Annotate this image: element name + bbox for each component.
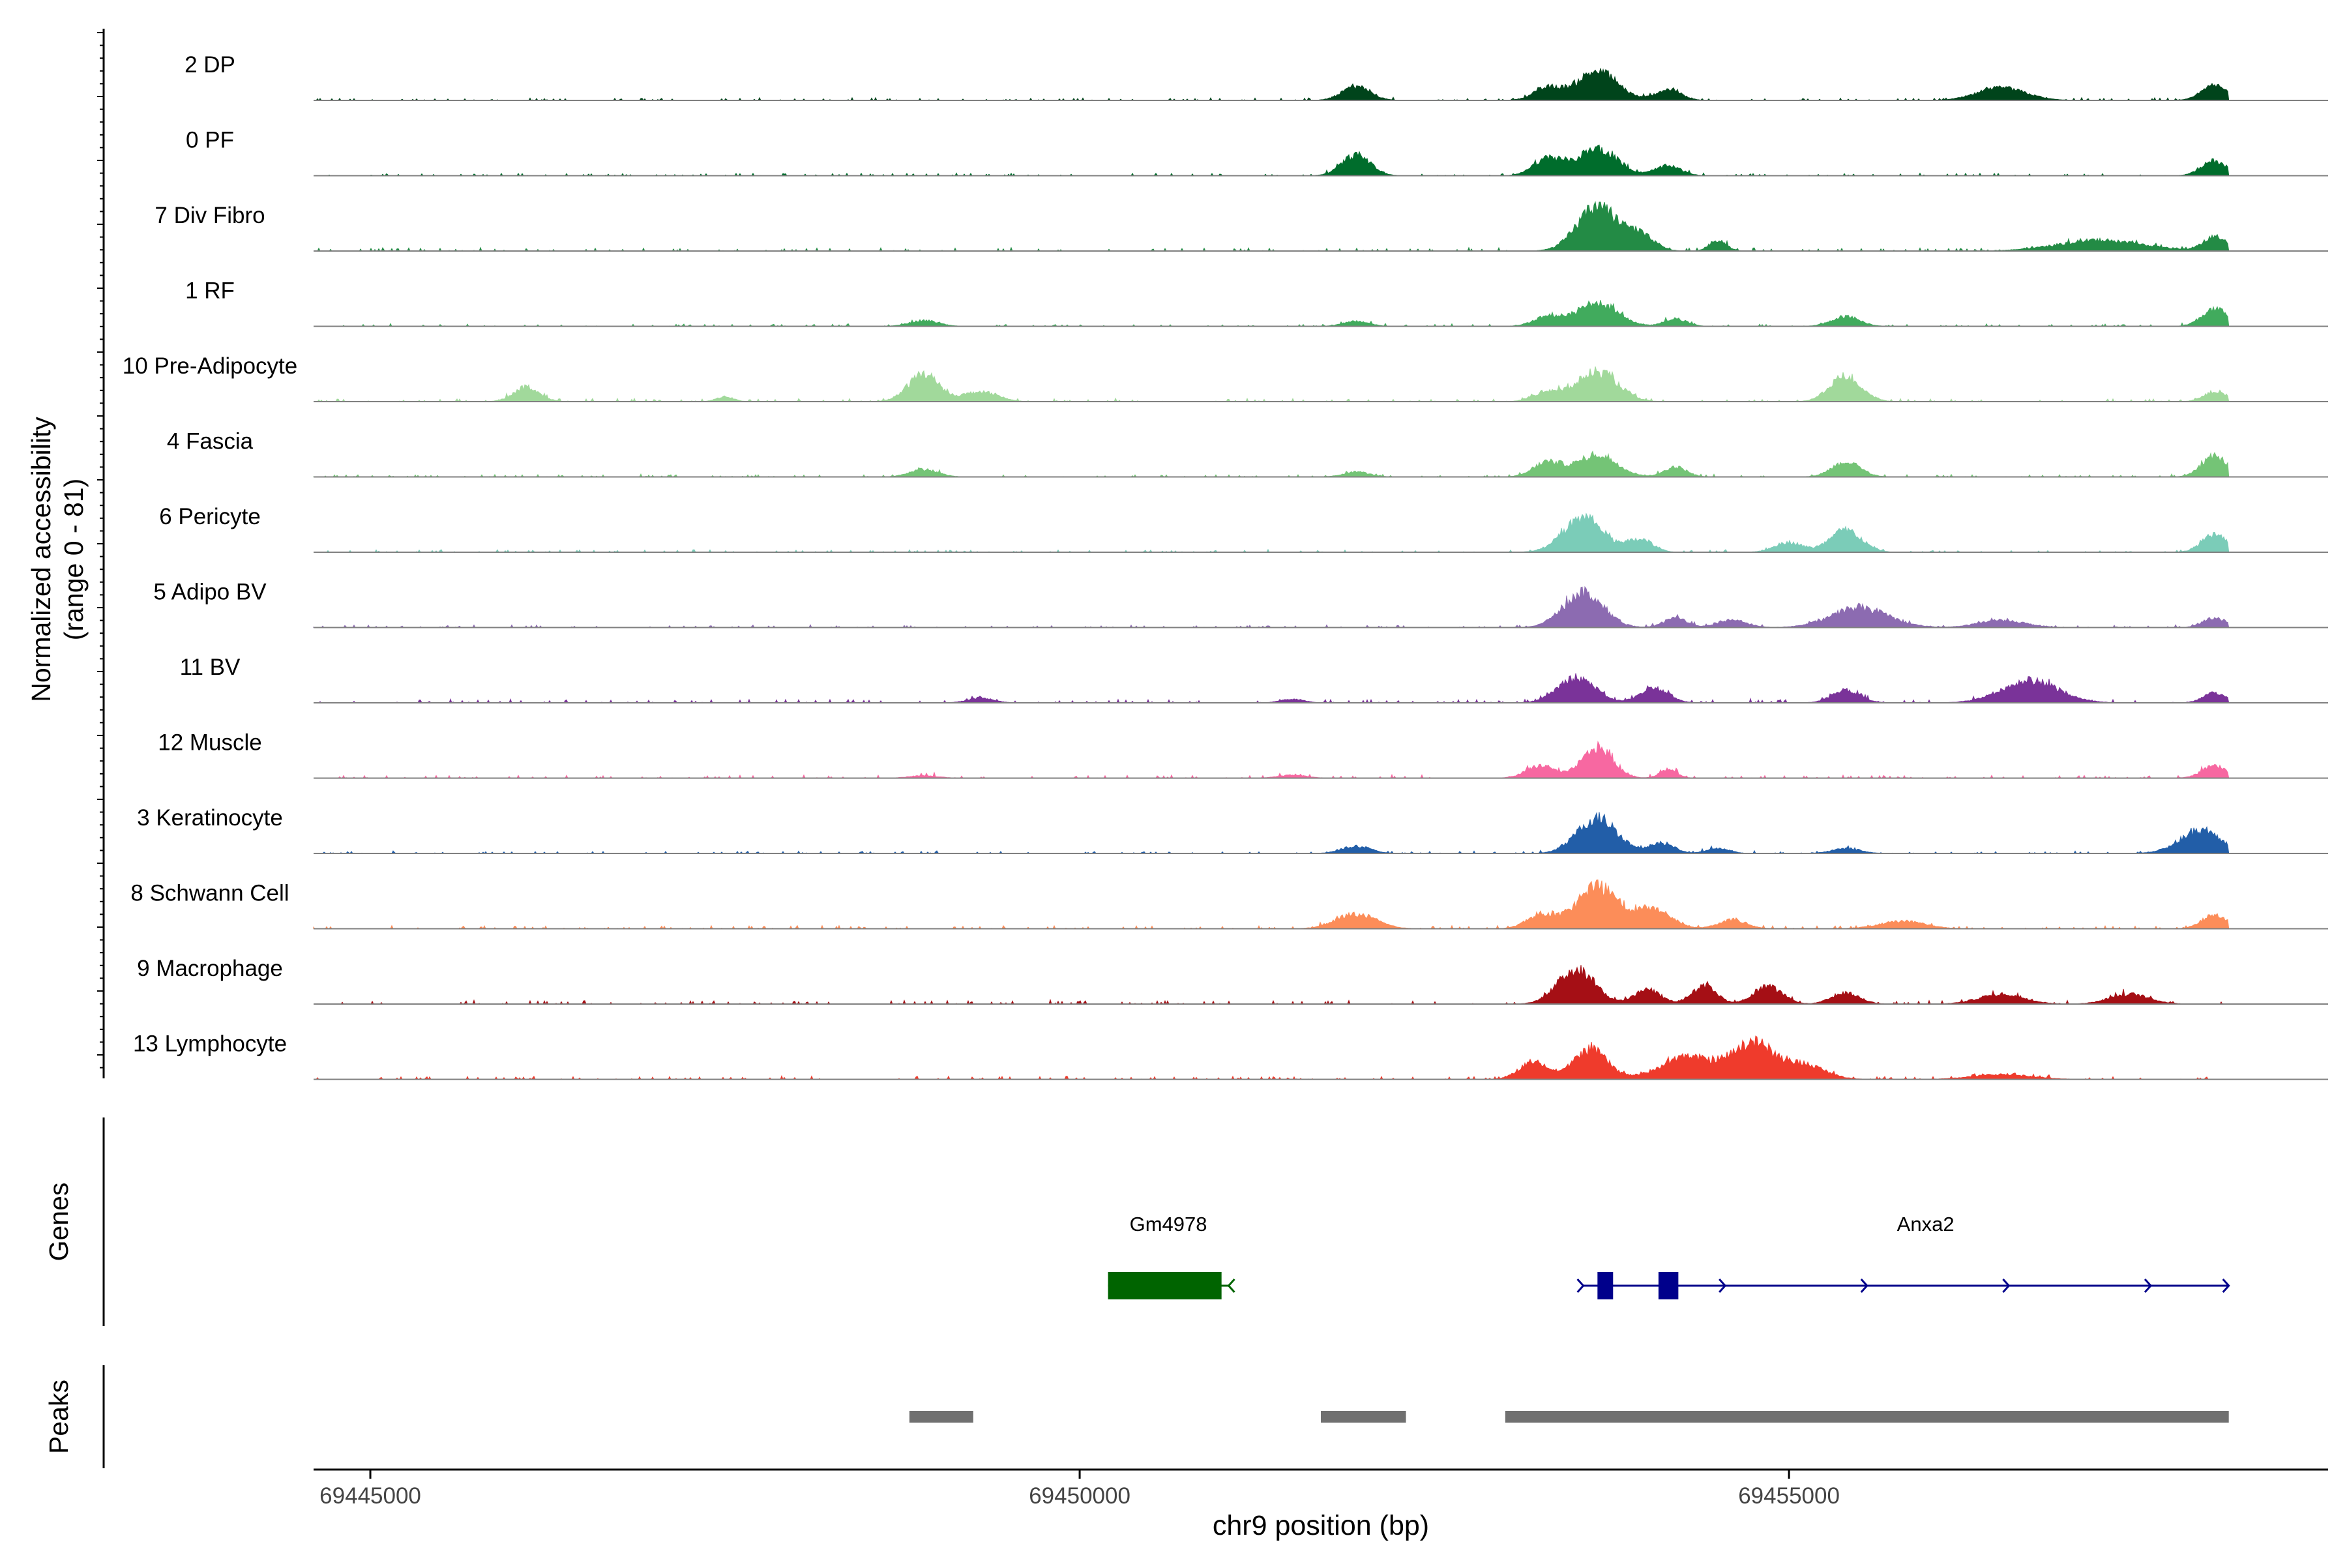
gene-strand-arrow (1860, 1278, 1868, 1294)
track-label: 7 Div Fibro (155, 203, 265, 228)
track-label: 9 Macrophage (137, 956, 283, 981)
track-coverage-area (314, 300, 2230, 327)
track-coverage-area (314, 366, 2230, 403)
track-coverage-area (314, 812, 2230, 854)
track-10-pre-adipocyte: 10 Pre-Adipocyte (123, 353, 2328, 403)
track-13-lymphocyte: 13 Lymphocyte (133, 1031, 2328, 1080)
track-label: 6 Pericyte (159, 504, 261, 529)
peaks-panel: Peaks (44, 1365, 2229, 1468)
track-5-adipo-bv: 5 Adipo BV (153, 580, 2328, 629)
peak-region (909, 1411, 973, 1423)
track-coverage-area (313, 585, 2230, 629)
y-axis-label-line2: (range 0 - 81) (59, 479, 89, 640)
gene-label: Gm4978 (1130, 1213, 1207, 1235)
x-axis-label: chr9 position (bp) (1213, 1510, 1429, 1541)
track-coverage-area (314, 1035, 2229, 1080)
track-label: 4 Fascia (167, 429, 254, 454)
x-tick-label: 69445000 (319, 1483, 421, 1509)
track-8-schwann-cell: 8 Schwann Cell (130, 879, 2328, 930)
track-label: 3 Keratinocyte (137, 805, 283, 831)
genes-panel: Genes Gm4978 Anxa2 (44, 1117, 2230, 1326)
track-label: 13 Lymphocyte (133, 1031, 287, 1057)
track-coverage-area (314, 512, 2230, 553)
peak-region (1505, 1411, 2229, 1423)
track-label: 2 DP (185, 52, 235, 78)
peak-region (1321, 1411, 1406, 1423)
y-axis-ticks (97, 32, 104, 1069)
gene-gm4978: Gm4978 (1108, 1213, 1235, 1299)
gene-exon (1658, 1272, 1679, 1299)
track-3-keratinocyte: 3 Keratinocyte (137, 805, 2328, 854)
gene-strand-arrow (1576, 1278, 1585, 1294)
track-label: 10 Pre-Adipocyte (123, 353, 297, 379)
track-coverage-area (314, 965, 2229, 1005)
track-coverage-area (314, 740, 2230, 779)
x-axis: chr9 position (bp) 69445000 69450000 69455… (314, 1468, 2328, 1541)
track-label: 11 BV (180, 655, 241, 680)
gene-strand-arrow (1227, 1278, 1235, 1294)
track-label: 8 Schwann Cell (130, 881, 289, 906)
track-4-fascia: 4 Fascia (167, 429, 2328, 478)
track-coverage-area (314, 201, 2230, 252)
track-label: 0 PF (186, 128, 234, 153)
x-tick-label: 69455000 (1738, 1483, 1840, 1509)
gene-exon (1597, 1272, 1614, 1299)
track-coverage-area (314, 144, 2230, 177)
track-label: 1 RF (185, 278, 235, 304)
track-7-div-fibro: 7 Div Fibro (155, 201, 2328, 252)
gene-strand-arrow (2222, 1278, 2230, 1294)
track-1-rf: 1 RF (185, 278, 2328, 327)
track-label: 5 Adipo BV (153, 580, 267, 605)
gene-strand-arrow (2144, 1278, 2153, 1294)
gene-exon (1108, 1272, 1222, 1299)
gene-label: Anxa2 (1897, 1213, 1955, 1235)
y-axis: Normalized accessibility (range 0 - 81) (26, 29, 105, 1078)
coverage-tracks: 2 DP 0 PF 7 Div Fibro 1 RF 10 Pre-Adipocyte 4… (123, 52, 2328, 1080)
gene-anxa2: Anxa2 (1576, 1213, 2230, 1299)
track-6-pericyte: 6 Pericyte (159, 504, 2328, 553)
track-9-macrophage: 9 Macrophage (137, 956, 2328, 1005)
gene-strand-arrow (2002, 1278, 2011, 1294)
genes-panel-label: Genes (44, 1183, 74, 1262)
x-tick-label: 69450000 (1029, 1483, 1130, 1509)
track-11-bv: 11 BV (180, 655, 2328, 703)
track-coverage-area (314, 673, 2230, 703)
gene-strand-arrow (1719, 1278, 1727, 1294)
track-label: 12 Muscle (158, 730, 262, 756)
track-2-dp: 2 DP (185, 52, 2328, 101)
track-coverage-area (313, 879, 2230, 930)
track-coverage-area (313, 451, 2230, 478)
track-12-muscle: 12 Muscle (158, 730, 2328, 779)
y-axis-label-line1: Normalized accessibility (26, 417, 56, 702)
track-coverage-area (314, 68, 2230, 101)
track-0-pf: 0 PF (186, 128, 2328, 177)
peaks-panel-label: Peaks (44, 1380, 74, 1454)
